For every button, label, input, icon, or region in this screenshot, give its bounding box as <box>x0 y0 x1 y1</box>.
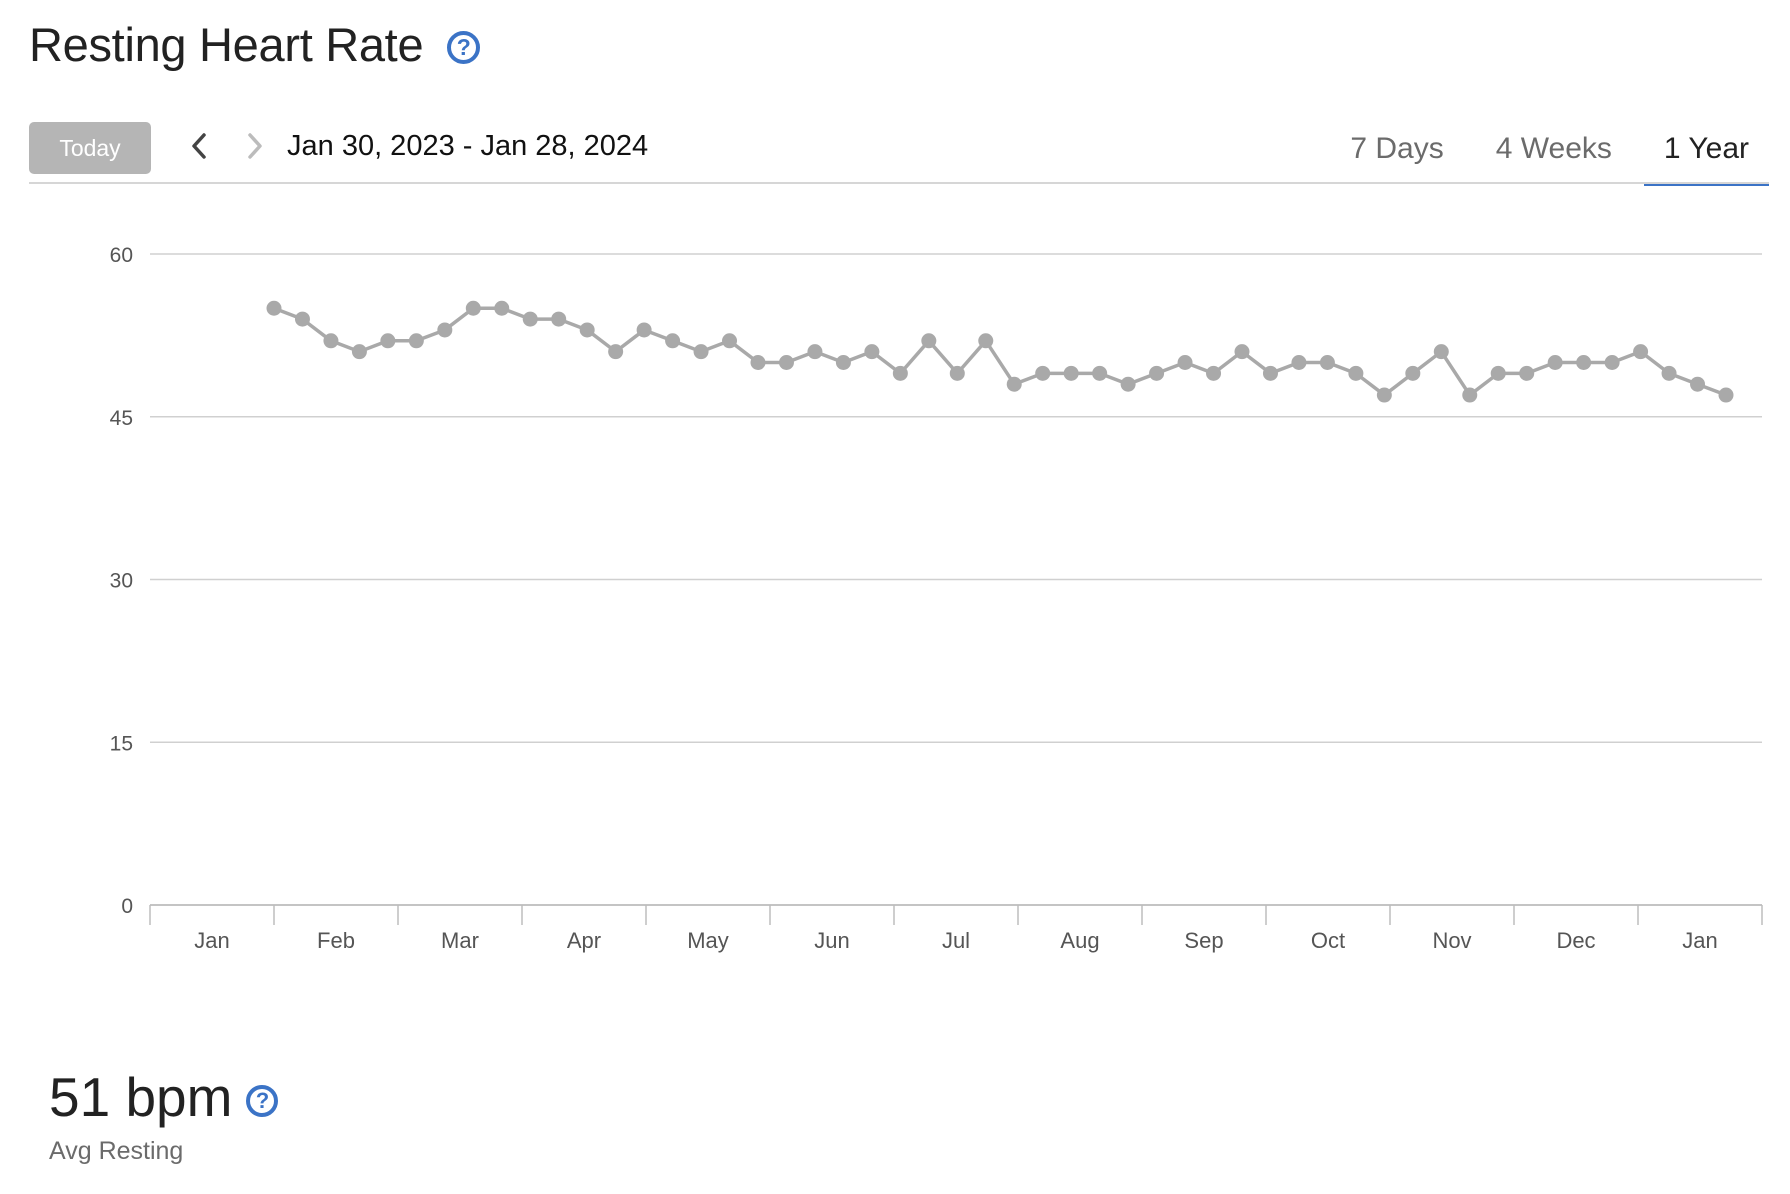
data-point <box>1177 355 1193 370</box>
data-point <box>494 300 510 316</box>
data-point <box>1291 355 1307 370</box>
y-tick-label: 15 <box>110 732 133 755</box>
x-tick-label: Aug <box>1060 928 1099 953</box>
data-point <box>949 365 965 381</box>
data-point <box>522 311 538 327</box>
data-point <box>1576 355 1592 370</box>
data-point <box>636 322 652 338</box>
date-toolbar: Today Jan 30, 2023 - Jan 28, 2024 7 Days… <box>29 122 1770 186</box>
data-point <box>1490 365 1506 381</box>
data-point <box>807 344 823 360</box>
data-point <box>551 311 567 327</box>
data-point <box>1690 376 1706 392</box>
data-point <box>1063 365 1079 381</box>
data-point <box>1519 365 1535 381</box>
tab-1-year[interactable]: 1 Year <box>1643 122 1770 186</box>
data-point <box>1149 365 1165 381</box>
data-point <box>1006 376 1022 392</box>
data-point <box>1262 365 1278 381</box>
data-point <box>864 344 880 360</box>
y-tick-label: 30 <box>110 570 133 593</box>
data-point <box>921 333 937 349</box>
data-point <box>294 311 310 327</box>
tab-7-days[interactable]: 7 Days <box>1350 132 1444 165</box>
data-point <box>1376 387 1392 403</box>
data-point <box>1234 344 1250 360</box>
data-point <box>380 333 396 349</box>
data-point <box>892 365 908 381</box>
x-tick-label: Nov <box>1432 928 1471 953</box>
y-tick-label: 60 <box>110 244 133 267</box>
x-tick-label: Mar <box>441 928 479 953</box>
range-tabs: 7 Days 4 Weeks 1 Year <box>1318 122 1770 186</box>
x-tick-label: Jan <box>194 928 229 953</box>
summary: 51 bpm ? Avg Resting <box>49 1066 279 1166</box>
data-point <box>665 333 681 349</box>
date-range-label: Jan 30, 2023 - Jan 28, 2024 <box>287 130 649 162</box>
data-point <box>465 300 481 316</box>
y-tick-label: 0 <box>121 895 133 918</box>
tab-4-weeks[interactable]: 4 Weeks <box>1495 132 1612 165</box>
x-tick-label: Oct <box>1311 928 1345 953</box>
series-line <box>273 306 1727 397</box>
page-title: Resting Heart Rate <box>29 17 424 71</box>
data-point <box>1092 365 1108 381</box>
x-tick-label: Apr <box>567 928 601 953</box>
data-point <box>722 333 738 349</box>
x-tick-label: Jun <box>814 928 849 953</box>
x-tick-label: May <box>687 928 729 953</box>
avg-resting-label: Avg Resting <box>49 1137 184 1165</box>
data-point <box>323 333 339 349</box>
data-point <box>266 300 282 316</box>
chevron-right-icon[interactable] <box>237 126 273 166</box>
data-point <box>437 322 453 338</box>
data-point <box>408 333 424 349</box>
data-point <box>579 322 595 338</box>
chevron-left-icon[interactable] <box>181 126 217 166</box>
data-point <box>1462 387 1478 403</box>
page-header: Resting Heart Rate ? <box>29 14 481 74</box>
x-tick-label: Feb <box>317 928 355 953</box>
avg-resting-value: 51 bpm <box>49 1066 233 1128</box>
data-point <box>351 344 367 360</box>
data-point <box>693 344 709 360</box>
resting-heart-rate-chart: 0 15 30 45 60 Jan Feb Mar Apr May Jun Jul Aug Sep Oct N… <box>110 244 1763 953</box>
data-point <box>778 355 794 370</box>
data-point <box>1604 355 1620 370</box>
data-point <box>1319 355 1335 370</box>
data-point <box>1433 344 1449 360</box>
data-point <box>608 344 624 360</box>
data-point <box>750 355 766 370</box>
data-point <box>1405 365 1421 381</box>
data-point <box>1035 365 1051 381</box>
data-point <box>1633 344 1649 360</box>
data-point <box>1348 365 1364 381</box>
data-point <box>835 355 851 370</box>
data-point <box>1120 376 1136 392</box>
x-tick-label: Jan <box>1682 928 1717 953</box>
question-circle-icon[interactable]: ? <box>246 1084 279 1117</box>
question-circle-icon[interactable]: ? <box>447 30 481 64</box>
data-point <box>1206 365 1222 381</box>
x-tick-label: Jul <box>942 928 970 953</box>
x-tick-label: Dec <box>1556 928 1595 953</box>
toolbar-divider <box>29 182 1769 184</box>
x-tick-label: Sep <box>1184 928 1223 953</box>
data-point <box>1547 355 1563 370</box>
y-tick-label: 45 <box>110 407 133 430</box>
data-point <box>1718 387 1734 403</box>
data-point <box>978 333 994 349</box>
data-point <box>1661 365 1677 381</box>
today-button[interactable]: Today <box>29 122 151 174</box>
